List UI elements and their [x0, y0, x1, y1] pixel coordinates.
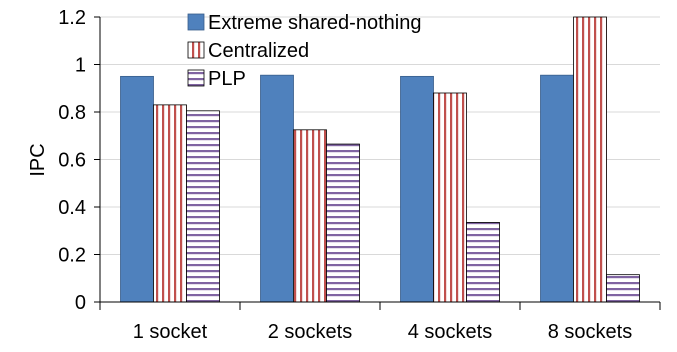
bars	[120, 16, 640, 303]
bar-plp-4	[606, 274, 640, 303]
y-tick-label: 1.2	[58, 7, 86, 29]
legend-swatch	[187, 41, 205, 59]
x-axis-ticks: 1 socket 2 sockets 4 sockets 8 sockets	[99, 302, 661, 343]
bar-centralized-3	[433, 92, 467, 303]
x-tick-label: 2 sockets	[268, 321, 352, 343]
bar-plp-2	[326, 143, 360, 303]
x-tick-label: 1 socket	[133, 321, 208, 343]
y-axis-title: IPC	[27, 143, 49, 176]
legend: Extreme shared-nothing Centralized PLP	[187, 12, 421, 90]
x-tick-label: 8 sockets	[548, 321, 632, 343]
bar-plp-1	[186, 110, 220, 303]
y-tick-label: 0.2	[58, 245, 86, 267]
legend-label: Centralized	[208, 40, 309, 62]
y-tick-label: 1	[75, 55, 86, 77]
y-tick-label: 0.6	[58, 150, 86, 172]
y-tick-label: 0	[75, 292, 86, 314]
bar-centralized-2	[293, 129, 327, 303]
y-tick-label: 0.4	[58, 197, 86, 219]
y-tick-label: 0.8	[58, 102, 86, 124]
bar-centralized-4	[573, 16, 607, 303]
bar-extreme-shared-nothing-1	[120, 75, 154, 303]
bar-centralized-1	[153, 104, 187, 303]
bar-extreme-shared-nothing-3	[400, 75, 434, 303]
bar-extreme-shared-nothing-4	[540, 74, 574, 303]
y-axis-ticks: 0 0.2 0.4 0.6 0.8 1 1.2	[58, 7, 100, 314]
legend-label: Extreme shared-nothing	[208, 12, 421, 34]
bar-extreme-shared-nothing-2	[260, 74, 294, 303]
legend-label: PLP	[208, 68, 246, 90]
x-tick-label: 4 sockets	[408, 321, 492, 343]
bar-plp-3	[466, 222, 500, 303]
legend-swatch	[187, 13, 205, 31]
legend-swatch	[187, 69, 205, 87]
